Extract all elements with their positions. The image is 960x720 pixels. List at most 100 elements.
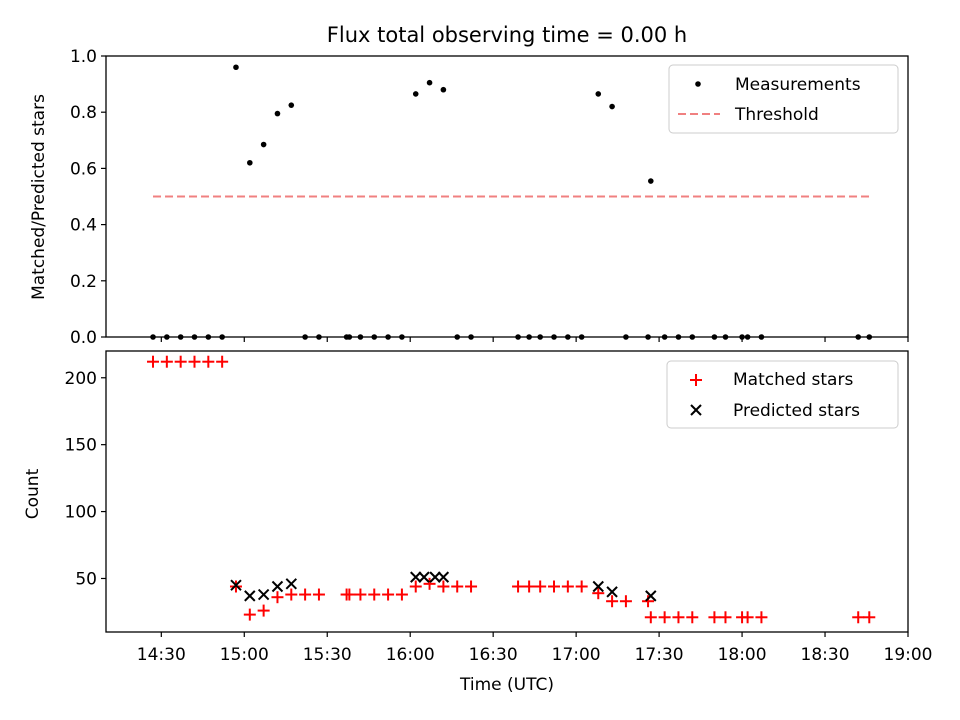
- measurement-point: [426, 79, 433, 86]
- bottom-x-tick-label: 15:00: [220, 645, 269, 665]
- matched-star-point: [658, 611, 671, 624]
- top-axes-frame: [105, 55, 909, 338]
- measurement-point: [648, 178, 654, 184]
- legend-threshold-label: Threshold: [734, 105, 819, 125]
- matched-star-point: [174, 355, 187, 368]
- top-panel: Flux total observing time = 0.00 h Match…: [29, 23, 909, 348]
- bottom-x-tick-label: 18:30: [801, 645, 850, 665]
- predicted-star-point: [418, 571, 430, 583]
- matched-star-point: [512, 580, 525, 593]
- matched-star-point: [243, 608, 256, 621]
- matched-star-point: [343, 588, 356, 601]
- top-y-tick-label: 0.8: [70, 103, 97, 123]
- bottom-x-tick-label: 14:30: [137, 645, 186, 665]
- matched-star-point: [741, 611, 754, 624]
- measurement-point: [412, 91, 419, 97]
- predicted-star-point: [592, 580, 604, 593]
- matched-star-point: [575, 580, 588, 593]
- matched-star-point: [465, 580, 478, 593]
- predicted-star-point: [645, 590, 657, 602]
- measurement-point: [595, 91, 602, 97]
- bottom-x-tick-label: 17:30: [635, 645, 684, 665]
- legend-measurements-marker: [695, 81, 701, 87]
- matched-star-point: [354, 588, 367, 601]
- matched-star-point: [619, 595, 632, 608]
- legend-predicted-marker: [690, 404, 702, 416]
- bottom-y-ticks: 50 100 150 200: [65, 369, 106, 589]
- matched-star-point: [644, 611, 657, 624]
- matched-star-point: [451, 580, 464, 593]
- matched-star-point: [368, 588, 381, 601]
- bottom-x-tick-label: 16:30: [469, 645, 518, 665]
- bottom-legend: Matched stars Predicted stars: [666, 360, 899, 429]
- matched-star-point: [395, 588, 408, 601]
- bottom-x-tick-label: 15:30: [303, 645, 352, 665]
- top-y-axis-label: Matched/Predicted stars: [29, 94, 49, 300]
- bottom-y-tick-label: 100: [65, 503, 97, 523]
- bottom-y-tick-label: 200: [65, 369, 97, 389]
- measurement-point: [440, 86, 447, 93]
- bottom-x-tick-label: 17:00: [552, 645, 601, 665]
- bottom-y-tick-label: 50: [75, 569, 97, 589]
- predicted-star-point: [606, 586, 618, 598]
- bottom-y-axis-label: Count: [23, 468, 43, 519]
- top-y-tick-label: 0.2: [70, 272, 97, 292]
- matched-star-point: [409, 580, 422, 593]
- predicted-star-point: [429, 571, 441, 583]
- predicted-star-point: [257, 588, 270, 601]
- chart-title: Flux total observing time = 0.00 h: [327, 23, 687, 47]
- matched-star-point: [852, 611, 865, 624]
- predicted-star-point: [410, 571, 422, 583]
- bottom-x-tick-label: 19:00: [884, 645, 933, 665]
- matched-star-point: [160, 355, 173, 368]
- top-legend: Measurements Threshold: [668, 64, 899, 134]
- matched-star-point: [719, 611, 732, 624]
- matched-star-point: [672, 611, 685, 624]
- predicted-star-point: [271, 580, 284, 593]
- predicted-star-point: [285, 578, 297, 590]
- legend-predicted-label: Predicted stars: [733, 401, 860, 421]
- measurement-point: [609, 103, 615, 110]
- matched-star-point: [188, 355, 201, 368]
- matched-star-point: [606, 595, 619, 608]
- matched-star-point: [437, 580, 450, 593]
- matched-star-point: [271, 591, 284, 604]
- legend-matched-label: Matched stars: [733, 370, 853, 390]
- matched-star-point: [216, 355, 229, 368]
- matched-star-point: [423, 577, 436, 590]
- measurement-point: [247, 159, 253, 166]
- predicted-star-point: [437, 571, 450, 583]
- matched-star-point: [686, 611, 699, 624]
- bottom-x-tick-label: 16:00: [386, 645, 435, 665]
- measurement-point: [274, 110, 281, 117]
- matched-star-point: [312, 588, 325, 601]
- matched-star-point: [202, 355, 215, 368]
- measurement-point: [288, 102, 295, 108]
- top-y-tick-label: 0.6: [70, 159, 97, 179]
- matched-star-point: [523, 580, 536, 593]
- matched-star-point: [382, 588, 395, 601]
- measurement-point: [233, 64, 239, 71]
- top-legend-box: [668, 64, 899, 134]
- predicted-star-point: [244, 590, 256, 602]
- legend-matched-marker: [690, 374, 702, 386]
- bottom-plot-area: [147, 355, 876, 624]
- matched-star-point: [755, 611, 768, 624]
- matched-star-point: [708, 611, 721, 624]
- matched-star-point: [285, 588, 298, 601]
- matched-star-point: [548, 580, 561, 593]
- predicted-star-point: [230, 579, 242, 591]
- measurement-point: [260, 141, 267, 148]
- top-y-tick-label: 0.0: [70, 328, 97, 348]
- bottom-y-tick-label: 150: [65, 436, 97, 456]
- matched-star-point: [299, 588, 312, 601]
- matched-star-point: [147, 355, 160, 368]
- top-y-tick-label: 0.4: [70, 216, 97, 236]
- bottom-legend-box: [666, 360, 899, 429]
- matched-star-point: [534, 580, 547, 593]
- top-x-ticks: [160, 337, 909, 342]
- bottom-axes-frame: [105, 350, 909, 633]
- top-y-tick-label: 1.0: [70, 47, 97, 67]
- legend-measurements-label: Measurements: [735, 75, 861, 95]
